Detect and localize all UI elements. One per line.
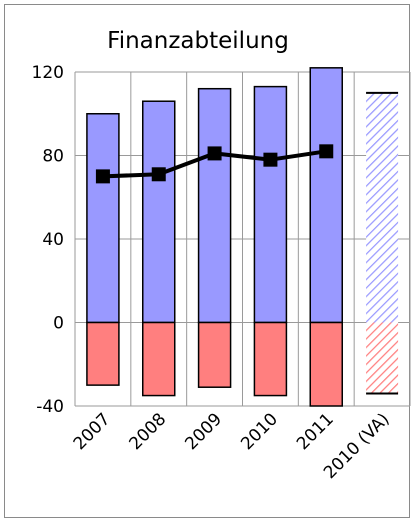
y-tick-label-0: -40 [36,397,64,417]
bar-negative-0 [86,321,120,386]
x-tick-label-2: 2009 [181,409,226,454]
bar-negative-2 [197,321,232,388]
y-tick-label-3: 80 [42,147,64,167]
bar-positive-2 [197,87,232,324]
line-point-1 [151,167,166,182]
bar-negative-4 [309,321,343,407]
bar-negative-3 [253,321,288,397]
x-tick-label-3: 2010 [237,409,282,454]
bar-positive-4 [309,67,343,324]
y-axis: -40 0 40 80 120 [32,63,64,417]
grid-lines [74,71,411,407]
chart-title: Finanzabteilung [107,28,289,54]
line-point-4 [319,144,334,159]
x-tick-label-0: 2007 [70,409,115,454]
line-point-2 [207,146,222,161]
line-series [95,144,334,184]
y-tick-label-1: 0 [53,314,64,334]
y-tick-label-4: 120 [32,63,64,83]
y-tick-label-2: 40 [42,230,64,250]
bars [86,67,399,407]
bar-positive-3 [253,85,288,324]
x-tick-label-1: 2008 [126,409,171,454]
bar-positive-1 [142,100,176,324]
bar-negative-1 [142,321,176,397]
x-tick-label-4: 2011 [293,409,338,454]
line-point-0 [95,169,110,184]
bar-positive-5 [366,92,399,323]
bar-positive-0 [86,113,120,324]
line-point-3 [263,152,278,167]
bar-negative-5 [366,322,399,394]
